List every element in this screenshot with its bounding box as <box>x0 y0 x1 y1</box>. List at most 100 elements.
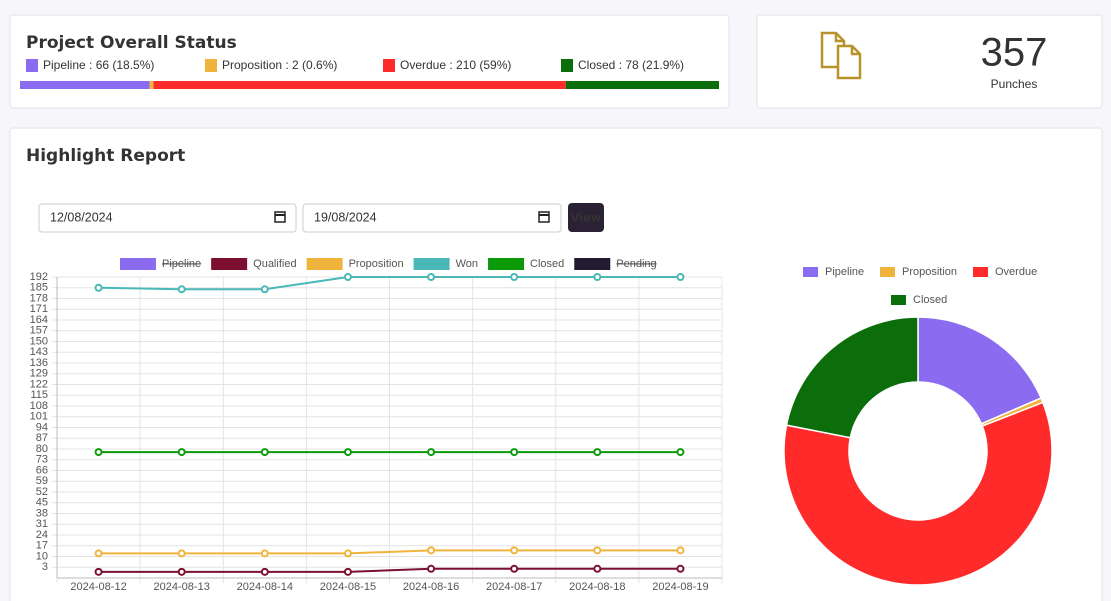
data-point <box>510 273 519 281</box>
y-tick-label: 157 <box>30 325 48 337</box>
y-tick-label: 38 <box>36 507 48 519</box>
data-point <box>427 564 436 573</box>
legend-label[interactable]: Won <box>456 258 478 270</box>
data-point <box>260 567 269 576</box>
data-point <box>177 549 186 558</box>
data-point <box>343 448 352 457</box>
legend-swatch[interactable] <box>413 258 450 270</box>
donut-segment <box>783 401 1053 586</box>
status-title: Project Overall Status <box>26 33 237 53</box>
legend-label[interactable]: Qualified <box>253 258 296 270</box>
legend-label[interactable]: Overdue <box>995 266 1037 278</box>
donut-segment <box>917 316 1043 425</box>
legend-label[interactable]: Pipeline <box>825 266 864 278</box>
date-from[interactable]: 12/08/2024 <box>38 203 297 233</box>
legend-swatch[interactable] <box>891 295 906 305</box>
status-swatch <box>205 59 217 72</box>
y-tick-label: 164 <box>30 314 48 326</box>
legend-swatch[interactable] <box>574 258 611 270</box>
x-tick-label: 2024-08-19 <box>652 581 708 593</box>
date-to-text: 19/08/2024 <box>314 210 377 224</box>
data-point <box>676 273 685 281</box>
legend-swatch[interactable] <box>803 267 818 277</box>
y-tick-label: 94 <box>36 421 48 433</box>
y-tick-label: 17 <box>36 540 48 552</box>
status-bar-segment <box>20 81 150 89</box>
data-point <box>510 448 519 457</box>
data-point <box>427 273 436 281</box>
status-bar-segment <box>149 81 154 89</box>
data-point <box>593 448 602 457</box>
x-tick-label: 2024-08-14 <box>237 581 293 593</box>
status-label: Overdue : 210 (59%) <box>400 58 511 72</box>
x-tick-label: 2024-08-17 <box>486 581 542 593</box>
view-button-text: View <box>570 211 601 225</box>
status-bar-segment <box>565 81 719 89</box>
punches-card <box>756 14 1103 109</box>
punch-label: Punches <box>991 77 1038 91</box>
series-line <box>98 567 681 573</box>
y-tick-label: 24 <box>36 529 48 541</box>
data-point <box>94 567 103 576</box>
series-line <box>98 276 681 291</box>
y-tick-label: 122 <box>30 378 48 390</box>
legend-label[interactable]: Closed <box>913 294 947 306</box>
data-point <box>427 546 436 555</box>
status-label: Closed : 78 (21.9%) <box>578 58 684 72</box>
y-tick-label: 31 <box>36 518 48 530</box>
x-tick-label: 2024-08-18 <box>569 581 625 593</box>
data-point <box>676 448 685 457</box>
legend-swatch[interactable] <box>973 267 988 277</box>
donut-segment <box>785 316 919 439</box>
legend-label[interactable]: Closed <box>530 258 564 270</box>
y-tick-label: 129 <box>30 368 48 380</box>
y-tick-label: 108 <box>30 400 48 412</box>
x-tick-label: 2024-08-12 <box>70 581 126 593</box>
legend-label[interactable]: Pending <box>616 258 656 270</box>
data-point <box>343 567 352 576</box>
series-line <box>98 549 681 555</box>
legend-swatch[interactable] <box>880 267 895 277</box>
x-tick-label: 2024-08-13 <box>154 581 210 593</box>
legend-label[interactable]: Pipeline <box>162 258 201 270</box>
date-to[interactable]: 19/08/2024 <box>302 203 562 233</box>
legend-swatch[interactable] <box>120 258 156 270</box>
data-point <box>94 549 103 558</box>
y-tick-label: 10 <box>36 550 48 562</box>
report-title: Highlight Report <box>26 146 185 166</box>
y-tick-label: 192 <box>30 271 48 283</box>
y-tick-label: 3 <box>42 561 48 573</box>
data-point <box>94 448 103 457</box>
view-button[interactable]: View <box>568 203 604 232</box>
data-point <box>343 273 352 281</box>
data-point <box>510 564 519 573</box>
data-point <box>260 285 269 294</box>
y-tick-label: 150 <box>30 335 48 347</box>
status-label: Pipeline : 66 (18.5%) <box>43 58 154 72</box>
data-point <box>343 549 352 558</box>
punch-count: 357 <box>981 31 1048 75</box>
legend-swatch[interactable] <box>306 258 343 270</box>
x-tick-label: 2024-08-15 <box>320 581 376 593</box>
status-swatch <box>26 59 38 72</box>
legend-label[interactable]: Proposition <box>902 266 957 278</box>
data-point <box>94 283 103 292</box>
y-tick-label: 52 <box>36 486 48 498</box>
data-point <box>676 564 685 573</box>
y-tick-label: 45 <box>36 497 48 509</box>
y-tick-label: 143 <box>30 346 48 358</box>
status-swatch <box>383 59 395 72</box>
data-point <box>177 567 186 576</box>
status-bar-segment <box>153 81 566 89</box>
y-tick-label: 101 <box>30 411 48 423</box>
legend-swatch[interactable] <box>211 258 248 270</box>
legend-label[interactable]: Proposition <box>349 258 404 270</box>
y-tick-label: 185 <box>30 282 48 294</box>
y-tick-label: 80 <box>36 443 48 455</box>
x-tick-label: 2024-08-16 <box>403 581 459 593</box>
y-tick-label: 178 <box>30 292 48 304</box>
data-point <box>427 448 436 457</box>
legend-swatch[interactable] <box>488 258 525 270</box>
